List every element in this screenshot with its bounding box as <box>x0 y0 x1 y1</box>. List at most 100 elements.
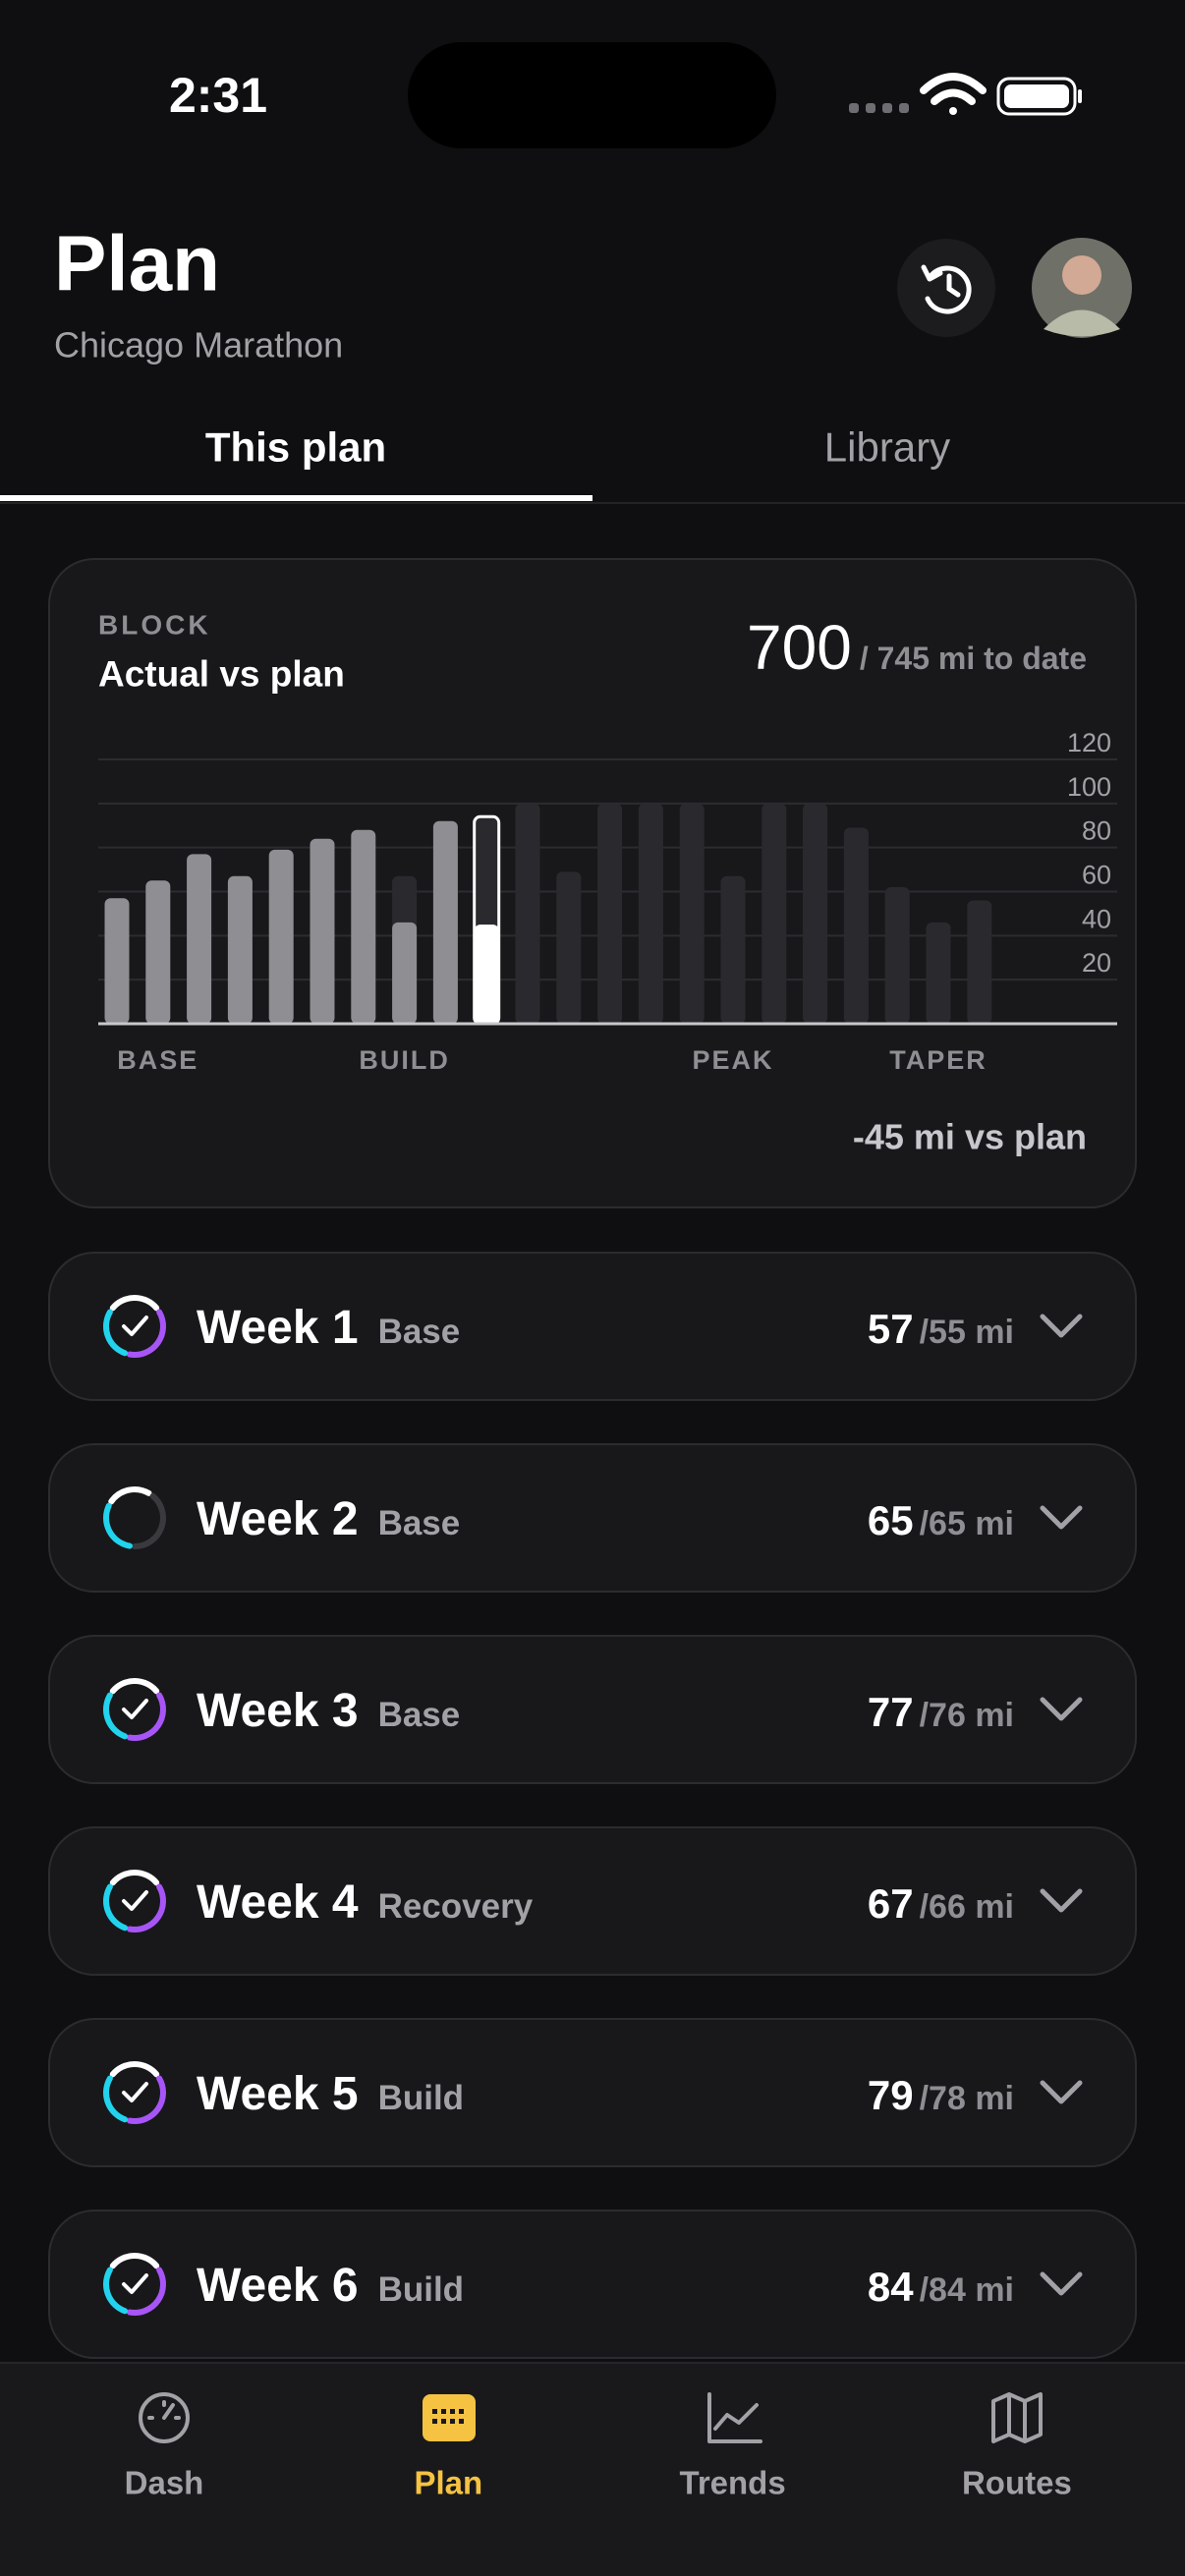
tab-label: This plan <box>205 424 386 471</box>
status-ring <box>109 2253 160 2269</box>
phase-label: TAPER <box>889 1045 988 1075</box>
plan-bar <box>597 803 623 1024</box>
page-title: Plan <box>54 220 220 308</box>
status-ring <box>103 1502 133 1549</box>
plan-bar <box>926 922 951 1024</box>
tab-underline <box>0 495 592 501</box>
week-plan: /84 mi <box>920 2271 1014 2309</box>
tab-bar-label[interactable]: Routes <box>962 2465 1072 2501</box>
y-tick-label: 60 <box>1082 861 1111 890</box>
status-ring <box>126 2075 166 2124</box>
week-row[interactable]: Week 5 Build 79/78 mi <box>48 2018 1137 2167</box>
status-time: 2:31 <box>169 68 267 123</box>
week-list: Week 1 Base 57/55 mi Week 2 Base 65/65 mi Week… <box>48 1252 1137 2359</box>
week-title: Week 3 Base <box>197 1685 460 1737</box>
week-row[interactable]: Week 3 Base 77/76 mi <box>48 1635 1137 1784</box>
tab-bar-label[interactable]: Trends <box>679 2465 785 2501</box>
status-ring <box>103 1883 129 1932</box>
week-title: Week 1 Base <box>197 1302 460 1354</box>
trends-icon <box>707 2392 762 2443</box>
plan-bar <box>884 887 910 1024</box>
actual-bar <box>104 898 130 1024</box>
check <box>122 2082 148 2102</box>
block-eyebrow: BLOCK <box>98 610 211 641</box>
week-row[interactable]: Week 6 Build 84/84 mi <box>48 2210 1137 2359</box>
total-value: 700 <box>747 612 852 683</box>
chart: 20 40 60 80 100 120 BASE BUILD PEAK TAPER <box>98 728 1117 1075</box>
routes-icon <box>991 2392 1043 2443</box>
dynamic-island <box>408 42 776 148</box>
status-ring <box>103 2075 129 2123</box>
week-actual: 65 <box>868 1497 914 1543</box>
week-phase: Base <box>378 1313 461 1351</box>
week-card <box>48 1443 1137 1593</box>
actual-bar <box>227 875 253 1024</box>
status-ring <box>109 1678 160 1695</box>
actual-bar <box>145 880 171 1024</box>
week-miles: 84/84 mi <box>868 2264 1014 2310</box>
y-tick-label: 20 <box>1082 948 1111 978</box>
week-card <box>48 2210 1137 2359</box>
plan-bar <box>679 803 705 1024</box>
week-plan: /76 mi <box>920 1697 1014 1734</box>
dash-icon <box>139 2392 190 2443</box>
week-plan: /55 mi <box>920 1314 1014 1351</box>
actual-bar <box>310 838 335 1024</box>
week-miles: 67/66 mi <box>868 1880 1014 1927</box>
y-tick-label: 100 <box>1067 772 1111 802</box>
week-actual: 84 <box>868 2264 914 2310</box>
chevron <box>1040 1697 1083 1721</box>
week-actual: 77 <box>868 1689 914 1735</box>
chevron <box>1040 1888 1083 1913</box>
plan-icon <box>423 2394 476 2441</box>
check <box>122 2273 148 2294</box>
tab-label: Library <box>824 424 950 471</box>
plan-bar <box>843 827 869 1024</box>
week-miles: 57/55 mi <box>868 1306 1014 1352</box>
week-phase: Build <box>378 2079 464 2117</box>
page-subtitle: Chicago Marathon <box>54 325 343 365</box>
phase-label: BUILD <box>359 1045 450 1075</box>
history-button[interactable] <box>897 239 995 337</box>
tab-bar-label[interactable]: Dash <box>125 2465 204 2501</box>
chevron <box>1040 2080 1083 2104</box>
check <box>122 1699 148 1719</box>
status-ring <box>126 2267 166 2316</box>
actual-bar <box>432 820 458 1024</box>
status-ring <box>126 1692 166 1741</box>
week-miles: 77/76 mi <box>868 1689 1014 1735</box>
plan-bar <box>803 803 828 1024</box>
avatar[interactable] <box>1032 238 1132 338</box>
actual-bar <box>474 924 499 1024</box>
status-ring <box>109 2061 160 2078</box>
week-row[interactable]: Week 2 Base 65/65 mi <box>48 1443 1137 1593</box>
chevron <box>1040 1505 1083 1530</box>
tab-bar-bg <box>0 2363 1185 2576</box>
chevron <box>1040 2271 1083 2296</box>
block-total: 700/ 745 mi to date <box>747 612 1087 683</box>
block-card <box>48 558 1137 1208</box>
week-card <box>48 1826 1137 1976</box>
week-title: Week 4 Recovery <box>197 1876 534 1929</box>
signal <box>849 103 909 113</box>
wifi <box>920 73 987 115</box>
check <box>122 1890 148 1911</box>
week-plan: /66 mi <box>920 1888 1014 1926</box>
week-row[interactable]: Week 1 Base 57/55 mi <box>48 1252 1137 1401</box>
week-plan: /65 mi <box>920 1505 1014 1542</box>
total-note: / 745 mi to date <box>860 641 1087 676</box>
week-title: Week 5 Build <box>197 2068 464 2120</box>
week-phase: Build <box>378 2270 464 2309</box>
week-name: Week 1 <box>197 1302 359 1354</box>
status-ring <box>109 1870 160 1886</box>
week-miles: 65/65 mi <box>868 1497 1014 1543</box>
plan-bar <box>515 803 540 1024</box>
block-title: Actual vs plan <box>98 654 345 695</box>
actual-bar <box>351 829 376 1024</box>
week-row[interactable]: Week 4 Recovery 67/66 mi <box>48 1826 1137 1976</box>
plan-bar <box>556 871 582 1024</box>
tab-bar-label[interactable]: Plan <box>414 2465 482 2501</box>
status-ring <box>108 1486 152 1505</box>
week-name: Week 3 <box>197 1685 359 1737</box>
